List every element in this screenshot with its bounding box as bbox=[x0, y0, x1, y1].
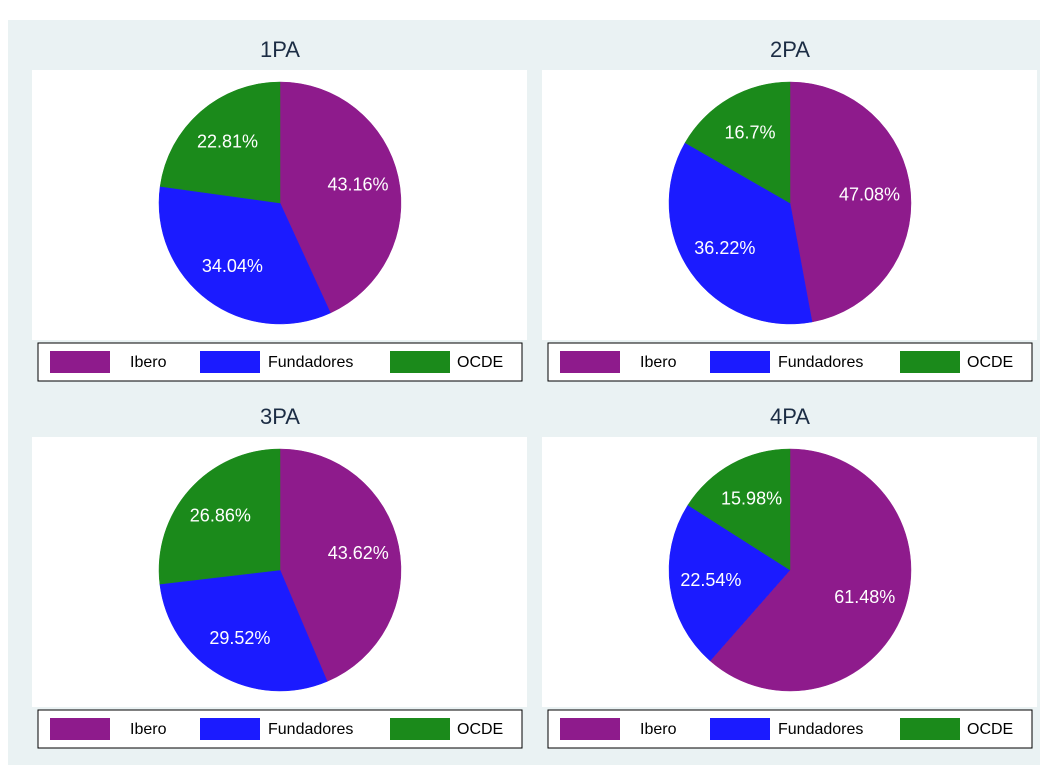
legend-label: Ibero bbox=[130, 721, 167, 738]
slice-label: 34.04% bbox=[202, 256, 263, 276]
legend-swatch bbox=[560, 718, 620, 740]
slice-label: 29.52% bbox=[209, 628, 270, 648]
slice-label: 43.16% bbox=[327, 175, 388, 195]
pie-slice bbox=[684, 81, 791, 204]
legend-label: Ibero bbox=[640, 721, 677, 738]
legend-label: OCDE bbox=[967, 354, 1013, 371]
legend-swatch bbox=[560, 351, 620, 373]
pie-slice bbox=[687, 448, 791, 571]
pie-slice bbox=[279, 81, 402, 314]
legend-swatch bbox=[50, 351, 110, 373]
legend-label: Fundadores bbox=[778, 721, 863, 738]
slice-label: 43.62% bbox=[328, 543, 389, 563]
legend-label: Fundadores bbox=[778, 354, 863, 371]
legend-swatch bbox=[50, 718, 110, 740]
pie-title: 4PA bbox=[770, 404, 810, 429]
legend-swatch bbox=[390, 351, 450, 373]
slice-label: 16.7% bbox=[724, 123, 775, 143]
legend-label: OCDE bbox=[457, 354, 503, 371]
legend-swatch bbox=[710, 718, 770, 740]
pie-slice bbox=[709, 448, 912, 692]
pie-slice bbox=[279, 448, 402, 682]
pie-slice bbox=[158, 186, 331, 325]
legend-swatch bbox=[200, 351, 260, 373]
legend-label: Ibero bbox=[640, 354, 677, 371]
slice-label: 61.48% bbox=[834, 587, 895, 607]
pie-title: 3PA bbox=[260, 404, 300, 429]
slice-label: 26.86% bbox=[190, 506, 251, 526]
slice-label: 36.22% bbox=[694, 238, 755, 258]
legend-swatch bbox=[900, 718, 960, 740]
legend-label: Fundadores bbox=[268, 354, 353, 371]
legend-label: OCDE bbox=[457, 721, 503, 738]
pie-slice bbox=[159, 81, 281, 204]
pie-slice bbox=[668, 504, 791, 662]
pie-title: 1PA bbox=[260, 37, 300, 62]
legend-label: Fundadores bbox=[268, 721, 353, 738]
legend-label: OCDE bbox=[967, 721, 1013, 738]
slice-label: 22.81% bbox=[197, 132, 258, 152]
legend-swatch bbox=[390, 718, 450, 740]
legend-swatch bbox=[710, 351, 770, 373]
legend-swatch bbox=[900, 351, 960, 373]
pie-slice bbox=[158, 448, 281, 585]
legend-swatch bbox=[200, 718, 260, 740]
slice-label: 47.08% bbox=[839, 184, 900, 204]
slice-label: 22.54% bbox=[680, 570, 741, 590]
legend-label: Ibero bbox=[130, 354, 167, 371]
pie-slice bbox=[668, 142, 813, 325]
pie-slice bbox=[789, 81, 912, 323]
slice-label: 15.98% bbox=[721, 489, 782, 509]
pie-slice bbox=[159, 569, 328, 692]
pie-title: 2PA bbox=[770, 37, 810, 62]
